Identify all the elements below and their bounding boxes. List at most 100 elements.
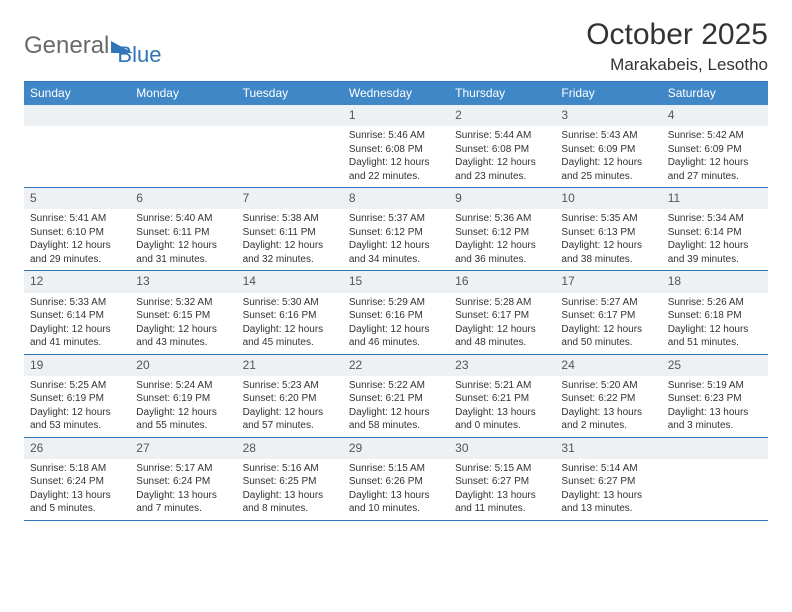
logo: General Blue: [24, 18, 161, 68]
title-block: October 2025 Marakabeis, Lesotho: [586, 18, 768, 75]
sunset-text: Sunset: 6:26 PM: [349, 475, 443, 489]
weekday-header: Sunday Monday Tuesday Wednesday Thursday…: [24, 82, 768, 105]
sunrise-text: Sunrise: 5:36 AM: [455, 212, 549, 226]
sunrise-text: Sunrise: 5:20 AM: [561, 379, 655, 393]
sunrise-text: Sunrise: 5:37 AM: [349, 212, 443, 226]
calendar-grid: 1Sunrise: 5:46 AMSunset: 6:08 PMDaylight…: [24, 105, 768, 521]
daylight-text: Daylight: 12 hours and 41 minutes.: [30, 323, 124, 350]
sunset-text: Sunset: 6:21 PM: [349, 392, 443, 406]
day-body: [130, 126, 236, 133]
daylight-text: Daylight: 13 hours and 7 minutes.: [136, 489, 230, 516]
sunrise-text: Sunrise: 5:33 AM: [30, 296, 124, 310]
day-cell: 3Sunrise: 5:43 AMSunset: 6:09 PMDaylight…: [555, 105, 661, 187]
day-body: Sunrise: 5:30 AMSunset: 6:16 PMDaylight:…: [237, 293, 343, 354]
day-number: 27: [130, 438, 236, 459]
sunrise-text: Sunrise: 5:43 AM: [561, 129, 655, 143]
sunset-text: Sunset: 6:11 PM: [243, 226, 337, 240]
daylight-text: Daylight: 13 hours and 5 minutes.: [30, 489, 124, 516]
sunset-text: Sunset: 6:14 PM: [30, 309, 124, 323]
sunset-text: Sunset: 6:13 PM: [561, 226, 655, 240]
weekday-wed: Wednesday: [343, 82, 449, 105]
sunrise-text: Sunrise: 5:32 AM: [136, 296, 230, 310]
day-cell: 24Sunrise: 5:20 AMSunset: 6:22 PMDayligh…: [555, 355, 661, 437]
sunrise-text: Sunrise: 5:41 AM: [30, 212, 124, 226]
daylight-text: Daylight: 12 hours and 46 minutes.: [349, 323, 443, 350]
daylight-text: Daylight: 13 hours and 2 minutes.: [561, 406, 655, 433]
sunrise-text: Sunrise: 5:23 AM: [243, 379, 337, 393]
sunrise-text: Sunrise: 5:27 AM: [561, 296, 655, 310]
day-cell: 4Sunrise: 5:42 AMSunset: 6:09 PMDaylight…: [662, 105, 768, 187]
day-number: 16: [449, 271, 555, 292]
day-body: Sunrise: 5:20 AMSunset: 6:22 PMDaylight:…: [555, 376, 661, 437]
day-body: Sunrise: 5:19 AMSunset: 6:23 PMDaylight:…: [662, 376, 768, 437]
day-number: 26: [24, 438, 130, 459]
day-body: Sunrise: 5:22 AMSunset: 6:21 PMDaylight:…: [343, 376, 449, 437]
sunrise-text: Sunrise: 5:34 AM: [668, 212, 762, 226]
day-number: 30: [449, 438, 555, 459]
daylight-text: Daylight: 12 hours and 50 minutes.: [561, 323, 655, 350]
day-cell: 18Sunrise: 5:26 AMSunset: 6:18 PMDayligh…: [662, 271, 768, 353]
sunrise-text: Sunrise: 5:28 AM: [455, 296, 549, 310]
day-body: Sunrise: 5:33 AMSunset: 6:14 PMDaylight:…: [24, 293, 130, 354]
week-row: 1Sunrise: 5:46 AMSunset: 6:08 PMDaylight…: [24, 105, 768, 188]
day-body: Sunrise: 5:41 AMSunset: 6:10 PMDaylight:…: [24, 209, 130, 270]
day-number: 12: [24, 271, 130, 292]
day-cell: 29Sunrise: 5:15 AMSunset: 6:26 PMDayligh…: [343, 438, 449, 520]
sunrise-text: Sunrise: 5:40 AM: [136, 212, 230, 226]
day-body: Sunrise: 5:42 AMSunset: 6:09 PMDaylight:…: [662, 126, 768, 187]
daylight-text: Daylight: 12 hours and 53 minutes.: [30, 406, 124, 433]
day-body: Sunrise: 5:29 AMSunset: 6:16 PMDaylight:…: [343, 293, 449, 354]
sunset-text: Sunset: 6:09 PM: [668, 143, 762, 157]
daylight-text: Daylight: 12 hours and 57 minutes.: [243, 406, 337, 433]
sunset-text: Sunset: 6:24 PM: [136, 475, 230, 489]
day-number: 24: [555, 355, 661, 376]
week-row: 5Sunrise: 5:41 AMSunset: 6:10 PMDaylight…: [24, 188, 768, 271]
day-number: 5: [24, 188, 130, 209]
day-body: Sunrise: 5:46 AMSunset: 6:08 PMDaylight:…: [343, 126, 449, 187]
weekday-mon: Monday: [130, 82, 236, 105]
sunset-text: Sunset: 6:25 PM: [243, 475, 337, 489]
day-cell: 9Sunrise: 5:36 AMSunset: 6:12 PMDaylight…: [449, 188, 555, 270]
daylight-text: Daylight: 13 hours and 11 minutes.: [455, 489, 549, 516]
sunset-text: Sunset: 6:16 PM: [349, 309, 443, 323]
sunrise-text: Sunrise: 5:15 AM: [349, 462, 443, 476]
day-body: Sunrise: 5:14 AMSunset: 6:27 PMDaylight:…: [555, 459, 661, 520]
day-number: 14: [237, 271, 343, 292]
sunset-text: Sunset: 6:16 PM: [243, 309, 337, 323]
day-cell: [662, 438, 768, 520]
day-number: 23: [449, 355, 555, 376]
daylight-text: Daylight: 13 hours and 0 minutes.: [455, 406, 549, 433]
day-body: Sunrise: 5:35 AMSunset: 6:13 PMDaylight:…: [555, 209, 661, 270]
daylight-text: Daylight: 12 hours and 48 minutes.: [455, 323, 549, 350]
day-number: 9: [449, 188, 555, 209]
day-number: 1: [343, 105, 449, 126]
sunset-text: Sunset: 6:10 PM: [30, 226, 124, 240]
week-row: 12Sunrise: 5:33 AMSunset: 6:14 PMDayligh…: [24, 271, 768, 354]
header: General Blue October 2025 Marakabeis, Le…: [24, 18, 768, 75]
day-number: 15: [343, 271, 449, 292]
weekday-thu: Thursday: [449, 82, 555, 105]
sunset-text: Sunset: 6:09 PM: [561, 143, 655, 157]
day-body: Sunrise: 5:17 AMSunset: 6:24 PMDaylight:…: [130, 459, 236, 520]
day-number: 4: [662, 105, 768, 126]
day-number: 22: [343, 355, 449, 376]
daylight-text: Daylight: 12 hours and 55 minutes.: [136, 406, 230, 433]
daylight-text: Daylight: 12 hours and 43 minutes.: [136, 323, 230, 350]
sunset-text: Sunset: 6:24 PM: [30, 475, 124, 489]
sunrise-text: Sunrise: 5:16 AM: [243, 462, 337, 476]
sunset-text: Sunset: 6:21 PM: [455, 392, 549, 406]
day-cell: [237, 105, 343, 187]
sunset-text: Sunset: 6:23 PM: [668, 392, 762, 406]
sunrise-text: Sunrise: 5:18 AM: [30, 462, 124, 476]
day-cell: 5Sunrise: 5:41 AMSunset: 6:10 PMDaylight…: [24, 188, 130, 270]
sunrise-text: Sunrise: 5:29 AM: [349, 296, 443, 310]
day-cell: 17Sunrise: 5:27 AMSunset: 6:17 PMDayligh…: [555, 271, 661, 353]
day-cell: 2Sunrise: 5:44 AMSunset: 6:08 PMDaylight…: [449, 105, 555, 187]
day-number: [237, 105, 343, 126]
day-number: [662, 438, 768, 459]
day-number: 28: [237, 438, 343, 459]
day-body: [237, 126, 343, 133]
day-body: Sunrise: 5:25 AMSunset: 6:19 PMDaylight:…: [24, 376, 130, 437]
sunrise-text: Sunrise: 5:21 AM: [455, 379, 549, 393]
sunrise-text: Sunrise: 5:38 AM: [243, 212, 337, 226]
